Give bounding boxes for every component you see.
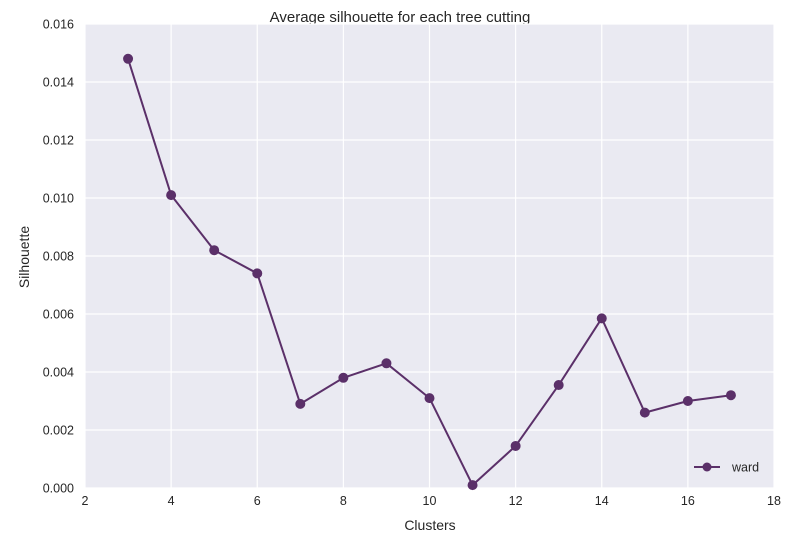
data-point — [467, 480, 478, 491]
y-tick-label: 0.008 — [43, 250, 74, 264]
data-point — [166, 190, 177, 201]
y-tick-label: 0.014 — [43, 76, 74, 90]
x-tick-label: 18 — [767, 494, 781, 508]
y-tick-label: 0.004 — [43, 366, 74, 380]
y-tick-label: 0.002 — [43, 424, 74, 438]
y-tick-label: 0.006 — [43, 308, 74, 322]
chart-title: Average silhouette for each tree cutting — [270, 9, 531, 26]
data-point — [424, 393, 435, 404]
tick-labels: 2 4 6 8 10 12 14 16 18 0.000 0.002 0.004 0.006 0.008 0… — [43, 18, 781, 509]
x-tick-label: 6 — [254, 494, 261, 508]
y-tick-label: 0.010 — [43, 192, 74, 206]
x-tick-label: 16 — [681, 494, 695, 508]
x-axis-label: Clusters — [404, 517, 455, 533]
data-point — [725, 390, 736, 401]
x-tick-label: 12 — [509, 494, 523, 508]
data-point — [596, 313, 607, 324]
x-tick-label: 2 — [82, 494, 89, 508]
data-point — [252, 268, 263, 279]
data-point — [639, 407, 650, 418]
data-point — [209, 245, 220, 256]
y-tick-label: 0.016 — [43, 18, 74, 32]
data-series — [123, 53, 736, 491]
data-point — [381, 358, 392, 369]
data-point — [123, 53, 134, 64]
y-axis-label: Silhouette — [16, 226, 32, 288]
x-tick-label: 8 — [340, 494, 347, 508]
legend: ward — [694, 461, 759, 475]
data-point — [553, 380, 564, 391]
x-tick-label: 4 — [168, 494, 175, 508]
data-point — [338, 372, 349, 383]
data-point — [682, 396, 693, 406]
legend-label-ward: ward — [731, 461, 759, 475]
data-point — [295, 398, 306, 409]
y-tick-label: 0.000 — [43, 482, 74, 496]
legend-marker-ward — [702, 462, 712, 472]
x-tick-label: 10 — [423, 494, 437, 508]
grid-lines — [84, 23, 775, 489]
x-tick-label: 14 — [595, 494, 609, 508]
y-tick-label: 0.012 — [43, 134, 74, 148]
data-point — [510, 440, 521, 451]
